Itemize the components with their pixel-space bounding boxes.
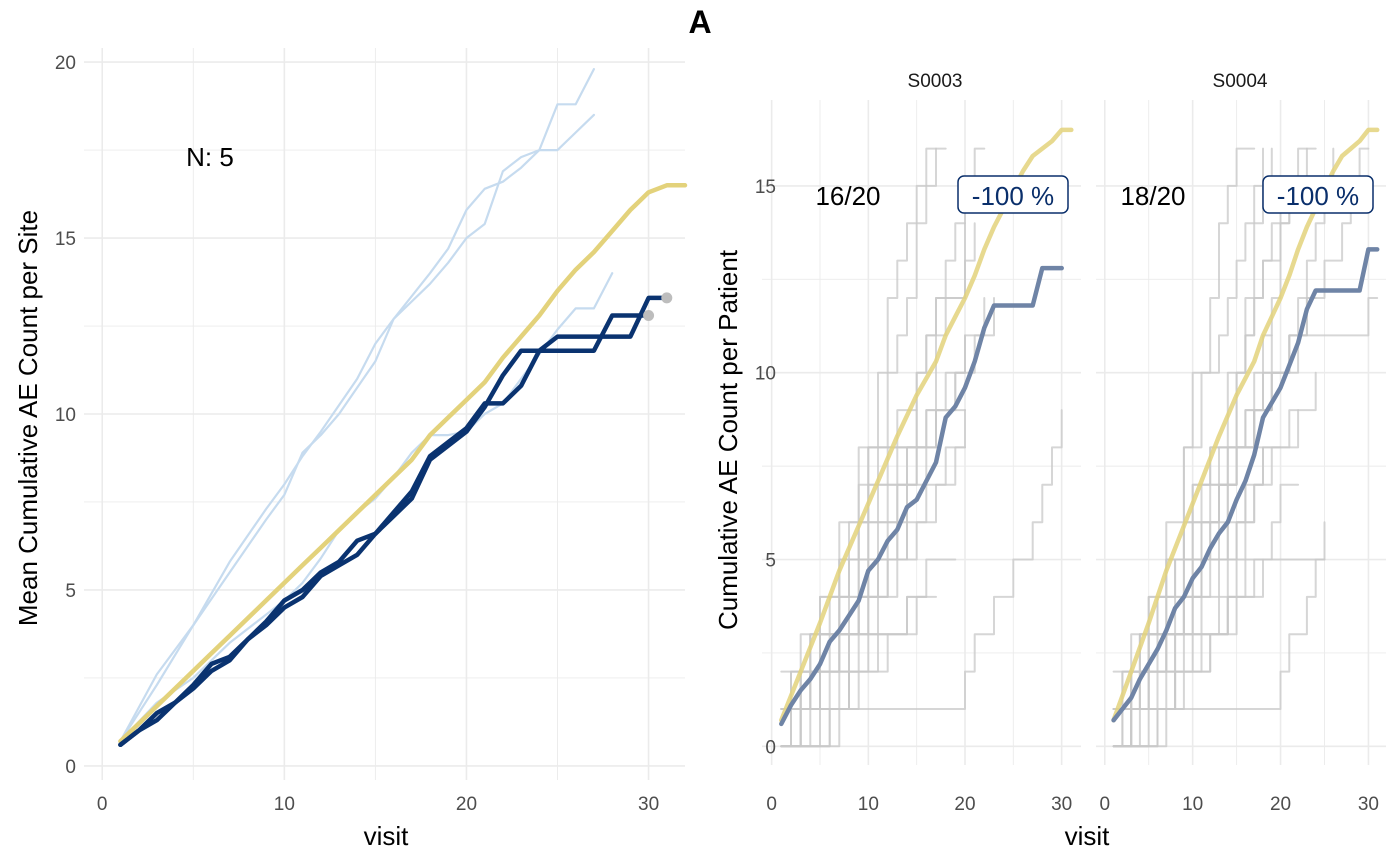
patient-line bbox=[780, 147, 947, 710]
figure-title: A bbox=[688, 4, 711, 40]
x-tick-label: 0 bbox=[766, 794, 777, 815]
x-tick-label: 20 bbox=[1270, 794, 1291, 815]
reference-line bbox=[779, 127, 1074, 723]
patient-line bbox=[1112, 409, 1300, 748]
left-y-axis-title: Mean Cumulative AE Count per Site bbox=[13, 210, 43, 626]
y-tick-label: 15 bbox=[755, 177, 776, 198]
facet-s0004-series bbox=[1111, 127, 1380, 748]
facet-s0003-strip-label: S0003 bbox=[908, 71, 963, 92]
highlighted-site-line bbox=[118, 295, 670, 748]
x-tick-label: 30 bbox=[1358, 794, 1379, 815]
site-endpoint-dot bbox=[643, 309, 655, 321]
patient-line bbox=[1112, 483, 1247, 748]
facet-s0004-grid bbox=[1096, 100, 1386, 765]
facet-s0003-badge-box bbox=[957, 175, 1069, 214]
patient-line bbox=[780, 409, 1063, 710]
site-mean-line bbox=[779, 265, 1064, 727]
left-series bbox=[118, 67, 688, 748]
left-tick-labels: 0 10 20 30 0 5 10 15 20 bbox=[55, 53, 659, 815]
left-x-axis-title: visit bbox=[364, 821, 410, 851]
right-tick-labels: 0 10 20 30 0 5 10 15 0 10 20 30 bbox=[755, 177, 1379, 815]
y-tick-label: 5 bbox=[765, 551, 776, 572]
x-tick-label: 10 bbox=[858, 794, 879, 815]
patient-line bbox=[1112, 147, 1264, 710]
facet-s0003-series bbox=[779, 127, 1074, 748]
patient-line bbox=[780, 334, 966, 748]
other-site-line bbox=[119, 113, 596, 743]
other-site-line bbox=[119, 67, 596, 743]
patient-line bbox=[780, 670, 860, 748]
x-tick-label: 30 bbox=[638, 794, 659, 815]
facet-s0004-badge-box bbox=[1262, 175, 1374, 214]
facet-s0004-badge: -100 % bbox=[1277, 181, 1359, 211]
facet-s0004-ratio-label: 18/20 bbox=[1120, 181, 1185, 211]
y-tick-label: 15 bbox=[55, 229, 76, 250]
y-tick-label: 0 bbox=[65, 757, 76, 778]
patient-line bbox=[1112, 483, 1300, 748]
facet-s0003-badge: -100 % bbox=[972, 181, 1054, 211]
reference-line bbox=[118, 183, 688, 744]
facet-s0004: S0004 18/20 -100 % bbox=[1096, 71, 1386, 765]
y-tick-label: 10 bbox=[755, 364, 776, 385]
left-panel: 0 10 20 30 0 5 10 15 20 N: 5 visit Mean Cumulati… bbox=[13, 48, 688, 851]
site-endpoint-dot bbox=[661, 292, 673, 304]
site-count-annotation: N: 5 bbox=[186, 142, 234, 172]
patient-line bbox=[1112, 147, 1317, 710]
y-tick-label: 20 bbox=[55, 53, 76, 74]
x-tick-label: 10 bbox=[1182, 794, 1203, 815]
reference-line bbox=[1111, 127, 1380, 723]
x-tick-label: 0 bbox=[1099, 794, 1110, 815]
x-tick-label: 10 bbox=[274, 794, 295, 815]
x-tick-label: 30 bbox=[1051, 794, 1072, 815]
patient-line bbox=[1112, 521, 1326, 710]
x-tick-label: 20 bbox=[456, 794, 477, 815]
patient-line bbox=[780, 446, 966, 710]
x-tick-label: 0 bbox=[97, 794, 108, 815]
y-tick-label: 10 bbox=[55, 405, 76, 426]
facet-s0003-ratio-label: 16/20 bbox=[815, 181, 880, 211]
right-y-axis-title: Cumulative AE Count per Patient bbox=[713, 249, 743, 630]
left-grid bbox=[84, 48, 685, 780]
y-tick-label: 5 bbox=[65, 581, 76, 602]
site-mean-line bbox=[1111, 247, 1380, 723]
right-x-axis-title: visit bbox=[1065, 821, 1111, 851]
facet-s0003: S0003 16/20 -100 % bbox=[762, 71, 1081, 765]
right-panel: S0003 16/20 -100 % S0004 18/20 -100 % 0 1… bbox=[713, 71, 1386, 851]
patient-line bbox=[780, 633, 889, 673]
x-tick-label: 20 bbox=[954, 794, 975, 815]
facet-s0004-strip-label: S0004 bbox=[1213, 71, 1268, 92]
patient-line bbox=[1112, 147, 1308, 710]
y-tick-label: 0 bbox=[765, 737, 776, 758]
